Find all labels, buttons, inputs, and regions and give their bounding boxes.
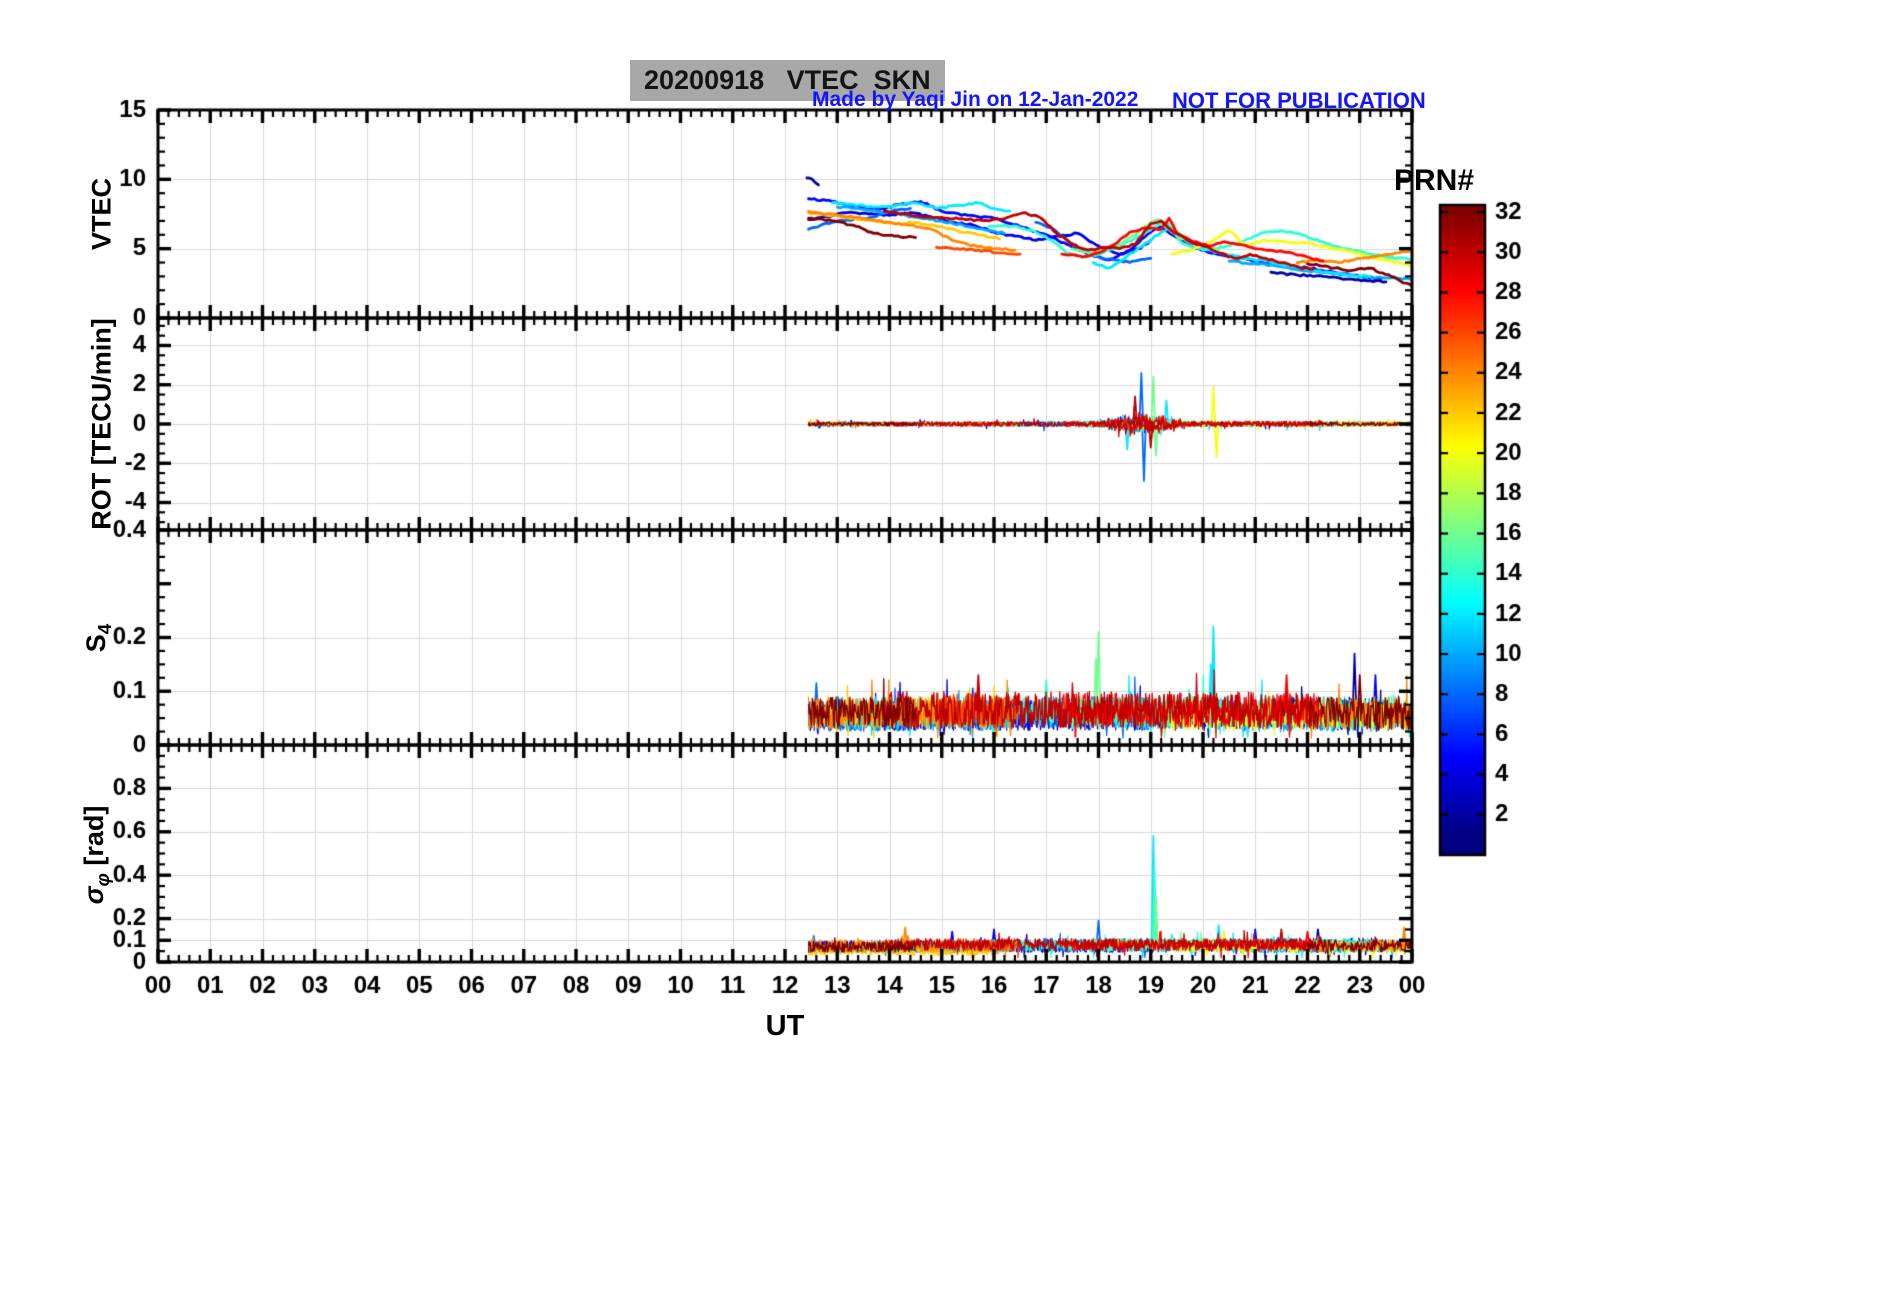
s4-symbol: S [80,634,111,653]
ylabel-s4: S4 [81,624,117,653]
colorbar-label: PRN# [1394,164,1475,197]
ylabel-rot: ROT [TECU/min] [86,318,117,530]
plot-title: 20200918 VTEC SKN [630,60,945,101]
watermark-credit: Made by Yaqi Jin on 12-Jan-2022 [812,88,1139,111]
ylabel-sigma-phi: σφ [rad] [79,806,115,905]
watermark-notice: NOT FOR PUBLICATION [1172,88,1426,113]
phi-subscript: φ [93,873,115,887]
xlabel-ut: UT [765,1010,805,1042]
sigma-symbol: σ [78,886,109,905]
rad-unit: [rad] [78,805,109,874]
s4-subscript: 4 [95,623,117,635]
ylabel-vtec: VTEC [86,177,117,251]
